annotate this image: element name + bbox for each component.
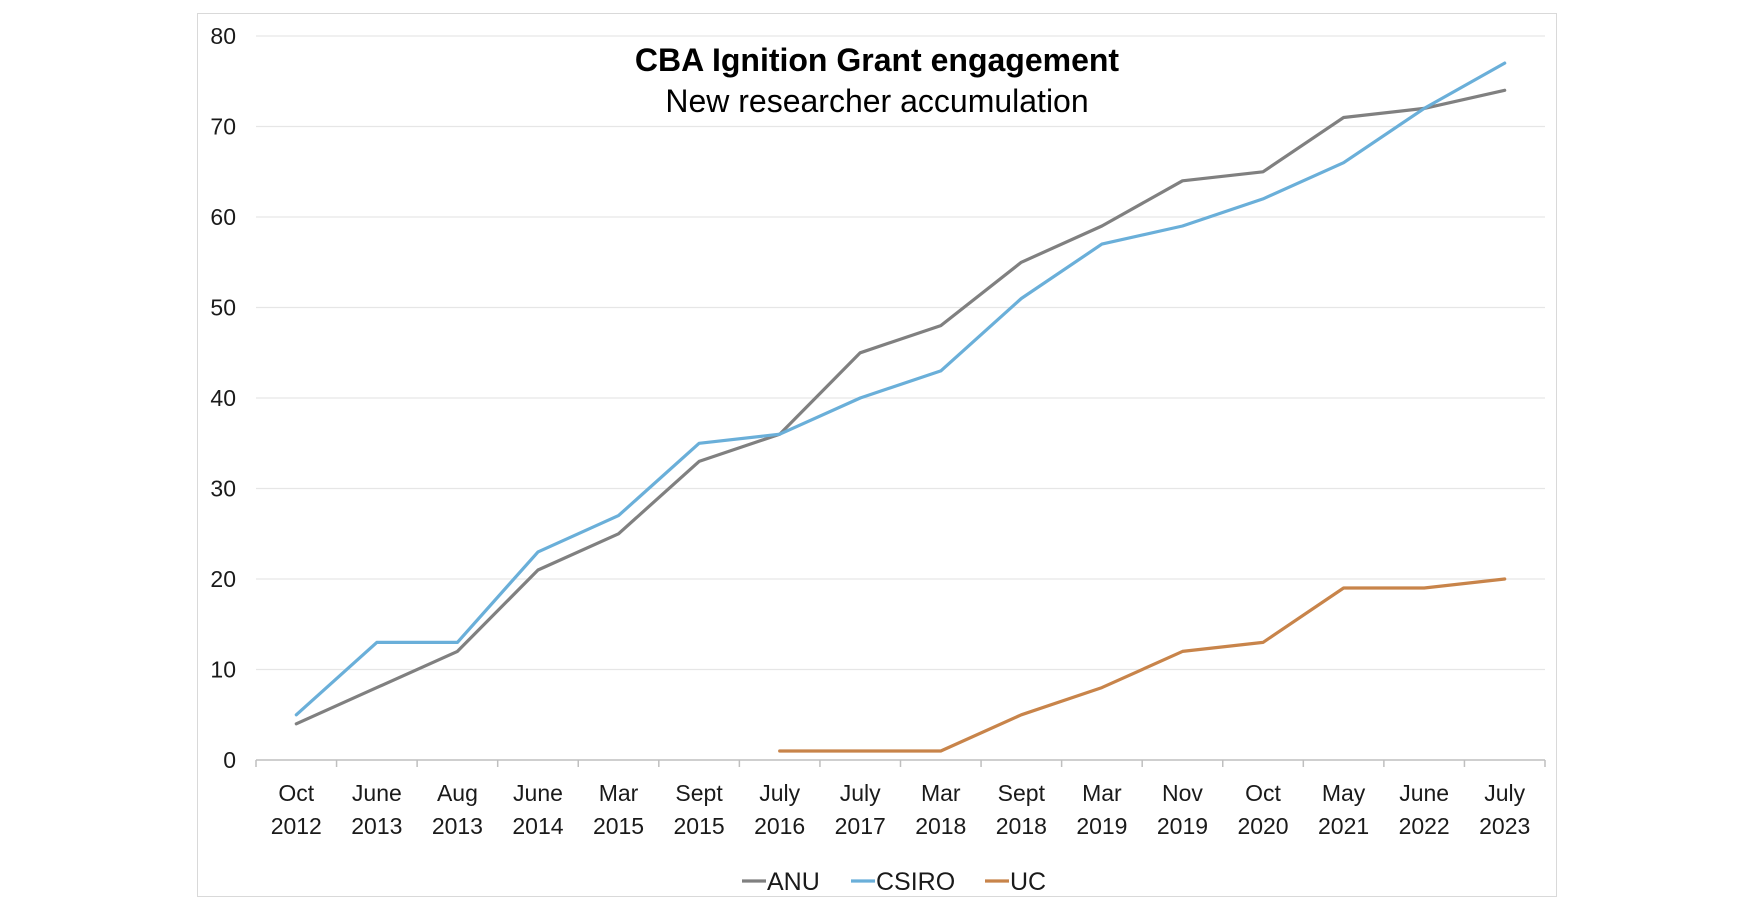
legend-label: CSIRO <box>876 868 955 896</box>
x-tick-label-year: 2020 <box>1237 813 1288 839</box>
x-tick-label: June <box>513 780 563 806</box>
y-tick-label: 20 <box>210 566 236 592</box>
y-axis-ticks: 0 10 20 30 40 50 60 70 80 <box>210 23 236 773</box>
series-lines <box>294 61 1507 753</box>
y-tick-label: 10 <box>210 657 236 683</box>
y-tick-label: 30 <box>210 476 236 502</box>
x-tick-label: Mar <box>1082 780 1122 806</box>
x-tick-label-year: 2015 <box>593 813 644 839</box>
x-tick-label: July <box>1484 780 1525 806</box>
x-tick-label-year: 2017 <box>835 813 886 839</box>
series-line-anu <box>294 88 1507 726</box>
y-tick-label: 40 <box>210 385 236 411</box>
legend-label: ANU <box>767 868 820 896</box>
x-tick-label-year: 2018 <box>915 813 966 839</box>
x-tick-label: June <box>352 780 402 806</box>
x-tick-label-year: 2012 <box>271 813 322 839</box>
x-tick-label: Nov <box>1162 780 1203 806</box>
x-tick-label: Mar <box>921 780 961 806</box>
x-tick-label-year: 2022 <box>1399 813 1450 839</box>
legend-item-uc: UC <box>985 868 1046 896</box>
legend-item-anu: ANU <box>742 868 820 896</box>
x-tick-label: Aug <box>437 780 478 806</box>
legend: ANU CSIRO UC <box>742 868 1046 896</box>
x-tick-label-year: 2023 <box>1479 813 1530 839</box>
legend-item-csiro: CSIRO <box>851 868 955 896</box>
x-tick-label: Oct <box>1245 780 1281 806</box>
x-tick-label: Sept <box>675 780 723 806</box>
x-axis <box>255 759 1546 767</box>
x-tick-label: June <box>1399 780 1449 806</box>
series-line-uc <box>778 577 1507 753</box>
x-tick-label: Mar <box>599 780 639 806</box>
x-axis-ticks: Oct 2012 June 2013 Aug 2013 June 2014 Mar 2015 Sep… <box>271 780 1531 839</box>
x-tick-label-year: 2019 <box>1076 813 1127 839</box>
x-tick-label-year: 2013 <box>432 813 483 839</box>
x-tick-label-year: 2013 <box>351 813 402 839</box>
x-tick-label: May <box>1322 780 1366 806</box>
chart-title: CBA Ignition Grant engagement <box>635 42 1120 78</box>
x-tick-label-year: 2018 <box>996 813 1047 839</box>
x-tick-label-year: 2016 <box>754 813 805 839</box>
y-tick-label: 80 <box>210 23 236 49</box>
x-tick-label: Oct <box>278 780 314 806</box>
x-tick-label-year: 2015 <box>674 813 725 839</box>
x-tick-label: July <box>840 780 881 806</box>
chart-subtitle: New researcher accumulation <box>665 83 1088 119</box>
y-tick-label: 70 <box>210 114 236 140</box>
legend-label: UC <box>1010 868 1046 896</box>
x-tick-label: Sept <box>998 780 1046 806</box>
y-tick-label: 50 <box>210 295 236 321</box>
y-tick-label: 0 <box>223 747 236 773</box>
x-tick-label-year: 2019 <box>1157 813 1208 839</box>
x-tick-label-year: 2021 <box>1318 813 1369 839</box>
x-tick-label-year: 2014 <box>512 813 563 839</box>
x-tick-label: July <box>759 780 800 806</box>
gridlines <box>256 35 1545 671</box>
series-line-csiro <box>294 61 1507 717</box>
y-tick-label: 60 <box>210 204 236 230</box>
